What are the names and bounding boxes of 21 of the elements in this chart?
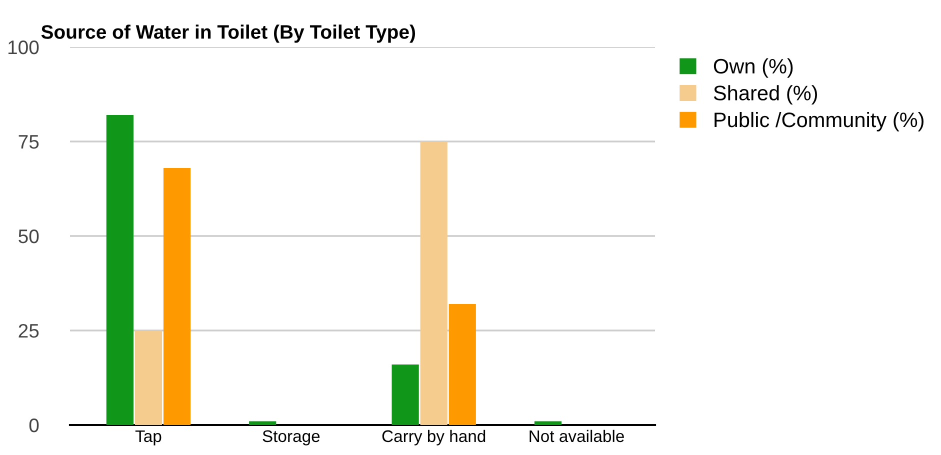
bar — [106, 115, 134, 425]
x-tick-label: Carry by hand — [382, 430, 486, 446]
bar — [448, 304, 476, 425]
legend-label: Shared (%) — [714, 85, 818, 105]
bar — [134, 330, 162, 425]
x-tick-label: Tap — [135, 430, 162, 446]
bar — [534, 421, 562, 425]
y-tick-label: 75 — [18, 135, 39, 149]
x-tick-label: Storage — [262, 430, 320, 446]
x-tick-label: Not available — [530, 430, 624, 442]
legend-label: Public /Community (%) — [714, 112, 924, 132]
chart-title: Source of Water in Toilet (By Toilet Type) — [41, 24, 416, 43]
y-tick-label: 0 — [29, 418, 39, 432]
y-tick-label: 50 — [18, 229, 39, 244]
bar — [249, 421, 276, 425]
bar — [392, 364, 419, 425]
y-tick-label: 25 — [18, 324, 39, 338]
y-tick-label: 100 — [8, 40, 39, 54]
bar — [420, 142, 448, 425]
legend-label: Own (%) — [714, 58, 793, 78]
bar — [163, 168, 191, 425]
